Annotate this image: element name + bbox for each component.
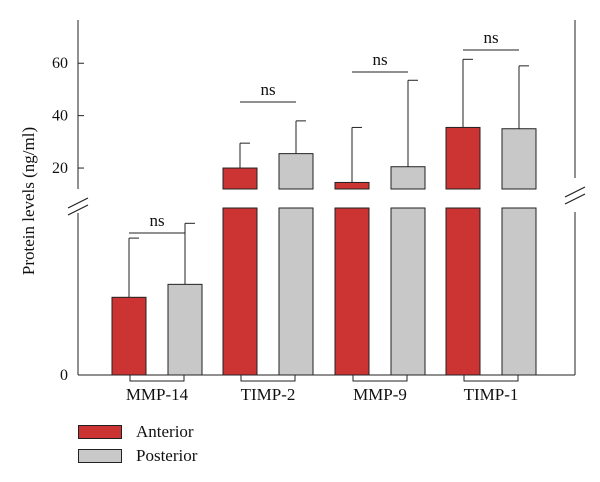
significance-label: ns xyxy=(260,80,275,99)
y-tick-label: 20 xyxy=(52,160,68,177)
bar xyxy=(222,167,258,190)
x-group-bracket xyxy=(129,375,185,382)
bar xyxy=(278,153,314,190)
legend: Anterior Posterior xyxy=(78,420,197,468)
y-axis-label: Protein levels (ng/ml) xyxy=(19,127,38,275)
x-tick-label: MMP-9 xyxy=(353,385,407,404)
bar xyxy=(167,283,203,376)
significance-label: ns xyxy=(149,211,164,230)
y-tick-label: 0 xyxy=(60,367,68,384)
legend-item-anterior: Anterior xyxy=(78,420,197,444)
bar xyxy=(111,296,147,376)
axis-break-mark xyxy=(564,186,586,198)
y-tick-label: 60 xyxy=(52,55,68,72)
bar-lower xyxy=(334,207,370,376)
bar-chart: Protein levels (ng/ml) 0 20 40 60 ns MMP-14 ns… xyxy=(19,20,586,404)
bar xyxy=(445,126,481,190)
legend-item-posterior: Posterior xyxy=(78,444,197,468)
legend-label-posterior: Posterior xyxy=(136,446,198,465)
axis-break-mark xyxy=(564,193,586,205)
x-tick-label: TIMP-1 xyxy=(464,385,519,404)
bar-lower xyxy=(390,207,426,376)
x-tick-label: TIMP-2 xyxy=(241,385,296,404)
bar-lower xyxy=(278,207,314,376)
significance-label: ns xyxy=(372,50,387,69)
y-tick-label: 40 xyxy=(52,108,68,125)
bar-lower xyxy=(445,207,481,376)
significance-label: ns xyxy=(483,28,498,47)
bar-lower xyxy=(222,207,258,376)
x-tick-label: MMP-14 xyxy=(126,385,189,404)
axis-break-mark xyxy=(67,204,89,216)
bar-lower xyxy=(501,207,537,376)
legend-swatch-posterior xyxy=(78,449,122,463)
bar xyxy=(390,166,426,190)
legend-swatch-anterior xyxy=(78,425,122,439)
axis-break-mark xyxy=(67,197,89,209)
x-group-bracket xyxy=(463,375,519,382)
bar xyxy=(334,181,370,190)
x-group-bracket xyxy=(352,375,408,382)
x-group-bracket xyxy=(240,375,296,382)
bar xyxy=(501,128,537,190)
legend-label-anterior: Anterior xyxy=(136,422,194,441)
